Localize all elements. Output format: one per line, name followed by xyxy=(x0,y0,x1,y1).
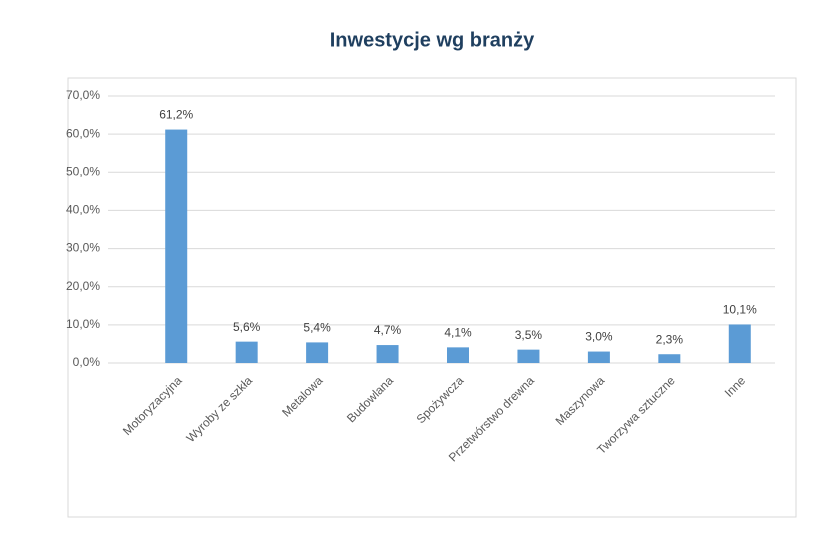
y-tick-label: 20,0% xyxy=(66,279,100,293)
y-tick-label: 70,0% xyxy=(66,88,100,102)
data-label: 4,7% xyxy=(374,323,402,337)
bar xyxy=(587,351,610,363)
y-tick-label: 50,0% xyxy=(66,164,100,178)
bar xyxy=(165,129,188,363)
data-label: 4,1% xyxy=(444,326,472,340)
bar xyxy=(306,342,329,363)
bar xyxy=(376,345,399,363)
data-label: 3,0% xyxy=(585,330,613,344)
data-label: 2,3% xyxy=(656,332,684,346)
chart-frame xyxy=(67,77,797,518)
data-label: 3,5% xyxy=(515,328,543,342)
bar xyxy=(728,324,751,363)
y-tick-label: 40,0% xyxy=(66,203,100,217)
chart-title: Inwestycje wg branży xyxy=(330,29,535,51)
data-label: 10,1% xyxy=(723,303,757,317)
bar xyxy=(658,354,681,363)
y-tick-label: 0,0% xyxy=(73,355,101,369)
data-label: 5,4% xyxy=(303,321,331,335)
bar xyxy=(447,347,469,363)
y-tick-label: 10,0% xyxy=(66,317,100,331)
data-label: 61,2% xyxy=(159,108,193,122)
y-tick-label: 60,0% xyxy=(66,126,100,140)
bar xyxy=(517,349,540,363)
y-tick-label: 30,0% xyxy=(66,241,100,255)
data-label: 5,6% xyxy=(233,320,261,334)
bar xyxy=(235,341,258,363)
